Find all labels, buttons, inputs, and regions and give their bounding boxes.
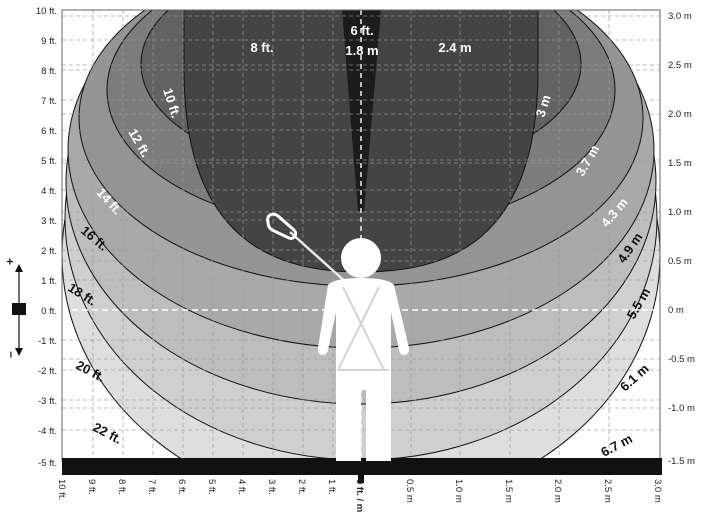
left-tick: 1 ft. (41, 276, 57, 287)
left-tick: 7 ft. (41, 96, 57, 107)
left-tick: 8 ft. (41, 66, 57, 77)
right-axis: 3.0 m 2.5 m 2.0 m 1.5 m 1.0 m 0.5 m 0 m … (668, 11, 695, 467)
bottom-tick: 2 ft. (296, 479, 307, 495)
left-tick: 4 ft. (41, 186, 57, 197)
zone-label-m: 2.4 m (438, 40, 471, 55)
harness-straps (337, 286, 389, 371)
left-tick: -2 ft. (38, 366, 57, 377)
bottom-tick: 4 ft. (236, 479, 247, 495)
bottom-tick: 5 ft. (206, 479, 217, 495)
bottom-tick: 3 ft. (266, 479, 277, 495)
right-tick: 2.0 m (668, 109, 692, 120)
right-tick: -1.5 m (668, 456, 695, 467)
left-tick: -3 ft. (38, 396, 57, 407)
left-tick: 10 ft. (36, 6, 57, 17)
bottom-tick: 8 ft. (116, 479, 127, 495)
right-tick: 0 m (668, 305, 684, 316)
right-tick: 0.5 m (668, 256, 692, 267)
height-plus-label: + (3, 258, 17, 265)
zone-label-top-ft: 6 ft. (350, 23, 373, 38)
bottom-tick: 6 ft. (176, 479, 187, 495)
bottom-tick: 3.0 m (652, 479, 663, 503)
carabiner-icon (266, 212, 298, 240)
worker-figure (317, 238, 410, 461)
left-tick: -4 ft. (38, 426, 57, 437)
right-tick: 2.5 m (668, 60, 692, 71)
right-tick: 3.0 m (668, 11, 692, 22)
bottom-tick: 2.5 m (602, 479, 613, 503)
bottom-tick: 0.5 m (404, 479, 415, 503)
bottom-tick: 7 ft. (146, 479, 157, 495)
left-tick: 0 ft. (41, 306, 57, 317)
center-floor-marker (358, 475, 364, 483)
right-tick: -1.0 m (668, 403, 695, 414)
right-tick: -0.5 m (668, 354, 695, 365)
right-tick: 1.0 m (668, 207, 692, 218)
left-tick: -5 ft. (38, 458, 57, 469)
left-tick: 3 ft. (41, 216, 57, 227)
bottom-tick: 10 ft. (56, 479, 67, 500)
grid (62, 10, 660, 461)
floor-bar (62, 458, 662, 475)
height-minus-label: – (3, 351, 17, 358)
bottom-tick: 1.0 m (453, 479, 464, 503)
left-axis: 10 ft. 9 ft. 8 ft. 7 ft. 6 ft. 5 ft. 4 f… (36, 6, 57, 469)
bottom-tick: 1 ft. (326, 479, 337, 495)
zone-label-m: 3 m (533, 93, 554, 119)
zone-label-top-m: 1.8 m (345, 43, 378, 58)
height-indicator: + – (3, 258, 26, 358)
left-tick: 6 ft. (41, 126, 57, 137)
bottom-tick: 9 ft. (86, 479, 97, 495)
left-tick: 2 ft. (41, 246, 57, 257)
zone-label-ft: 8 ft. (250, 40, 273, 55)
left-tick: -1 ft. (38, 336, 57, 347)
bottom-tick: 1.5 m (503, 479, 514, 503)
right-tick: 1.5 m (668, 158, 692, 169)
bottom-tick: 2.0 m (552, 479, 563, 503)
bottom-center-tick: 0 ft. / m (354, 479, 365, 512)
bottom-axis: 10 ft. 9 ft. 8 ft. 7 ft. 6 ft. 5 ft. 4 f… (56, 479, 663, 512)
left-tick: 5 ft. (41, 156, 57, 167)
left-tick: 9 ft. (41, 36, 57, 47)
